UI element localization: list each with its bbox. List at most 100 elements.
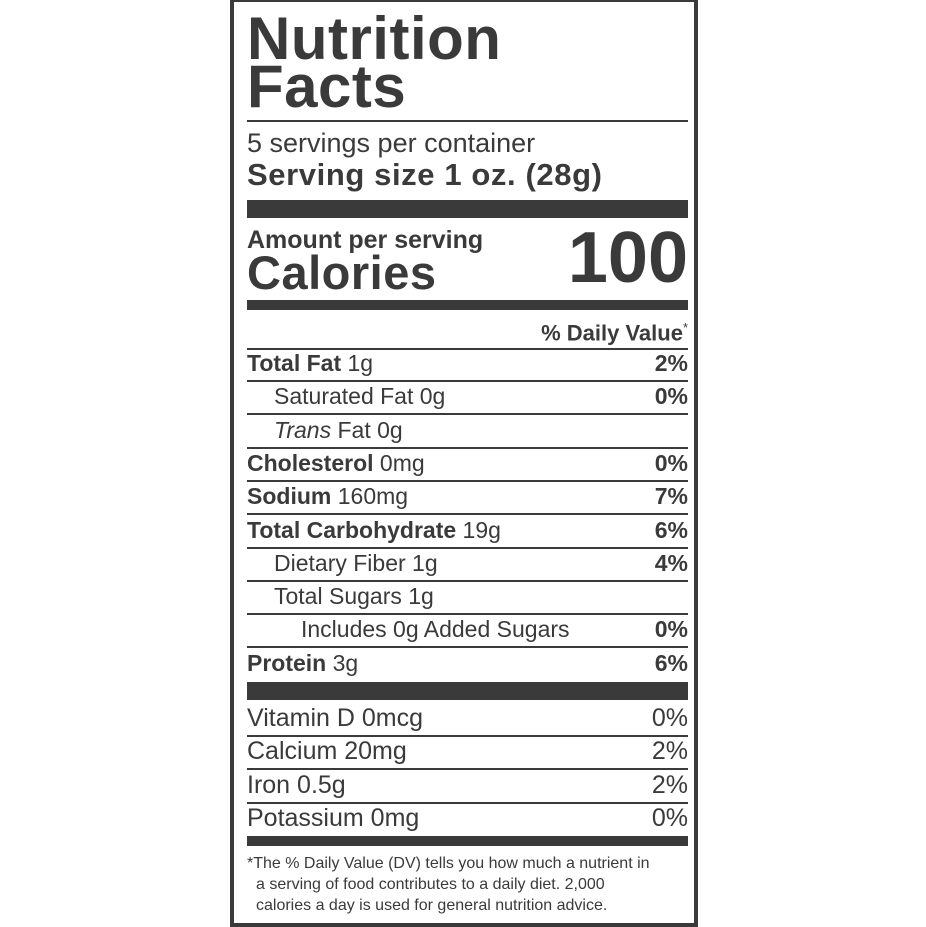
nutrient-amount: 19g	[462, 516, 501, 543]
vitamin-name: Calcium 20mg	[247, 739, 407, 768]
vitamin-name: Potassium 0mg	[247, 803, 420, 835]
nutrient-daily-value: 0%	[654, 383, 688, 410]
vitamin-daily-value: 2%	[651, 770, 688, 799]
nutrient-name: Protein 3g	[247, 649, 359, 679]
nutrition-facts-label: Nutrition Facts 5 servings per container…	[230, 0, 698, 927]
vitamin-name: Iron 0.5g	[247, 770, 346, 802]
nutrient-label: Saturated Fat	[274, 383, 414, 410]
divider	[247, 646, 688, 649]
nutrient-amount: 1g	[408, 583, 434, 610]
nutrient-label: Total Carbohydrate	[247, 516, 457, 543]
nutrient-amount: 160mg	[337, 483, 409, 510]
asterisk: *	[682, 320, 688, 335]
nutrient-name: Cholesterol 0mg	[247, 449, 425, 479]
divider	[247, 446, 688, 449]
vitamin-amount: 0.5g	[297, 770, 346, 799]
nutrient-daily-value: 6%	[654, 649, 688, 676]
serving-size: Serving size 1 oz. (28g)	[247, 157, 603, 193]
divider	[247, 479, 688, 482]
nutrient-label: Total Sugars	[274, 583, 402, 610]
nutrient-name: Saturated Fat 0g	[247, 385, 445, 412]
serving-size-label: Serving size	[247, 157, 436, 192]
nutrient-label: Sodium	[247, 483, 332, 510]
medium-divider	[247, 300, 688, 310]
daily-value-header: % Daily Value*	[541, 320, 688, 346]
medium-divider	[247, 836, 688, 846]
footnote-line: *The % Daily Value (DV) tells you how mu…	[247, 855, 650, 872]
nutrient-name: Trans Fat 0g	[247, 416, 403, 446]
divider	[247, 735, 688, 737]
nutrient-label: Cholesterol	[247, 449, 374, 476]
divider	[247, 546, 688, 549]
nutrient-row: Sodium 160mg 7%	[247, 479, 688, 512]
divider	[247, 348, 688, 350]
nutrient-row: Trans Fat 0g	[247, 413, 688, 446]
divider	[247, 413, 688, 416]
divider	[247, 513, 688, 516]
thick-divider	[247, 200, 688, 218]
vitamin-row: Potassium 0mg 0%	[247, 802, 688, 835]
nutrient-name: Total Carbohydrate 19g	[247, 516, 501, 546]
nutrient-row: Dietary Fiber 1g 4%	[247, 546, 688, 579]
title-line-1: Nutrition	[247, 5, 502, 72]
divider	[247, 768, 688, 771]
daily-value-text: % Daily Value	[541, 320, 683, 346]
calories-value: 100	[567, 218, 688, 298]
nutrient-label: Dietary Fiber	[274, 549, 406, 576]
vitamin-amount: 20mg	[344, 737, 407, 766]
nutrient-row: Total Fat 1g 2%	[247, 346, 688, 379]
nutrient-name: Total Sugars 1g	[247, 585, 434, 612]
amount-per-serving: Amount per serving	[247, 226, 484, 254]
footnote-line: a serving of food contributes to a daily…	[256, 876, 605, 893]
nutrient-row: Total Sugars 1g	[247, 579, 688, 612]
nutrient-daily-value: 6%	[654, 516, 688, 543]
nutrient-daily-value: 0%	[654, 449, 688, 476]
footnote: *The % Daily Value (DV) tells you how mu…	[247, 853, 650, 916]
nutrient-daily-value: 7%	[654, 483, 688, 510]
nutrient-row: Cholesterol 0mg 0%	[247, 446, 688, 479]
vitamin-row: Calcium 20mg 2%	[247, 735, 688, 768]
nutrient-label: Protein	[247, 649, 327, 676]
vitamin-label: Vitamin D	[247, 704, 355, 732]
nutrient-row: Protein 3g 6%	[247, 646, 688, 679]
footnote-line: calories a day is used for general nutri…	[256, 897, 608, 914]
nutrient-name: Includes 0g Added Sugars	[247, 618, 570, 645]
divider	[247, 579, 688, 582]
calories-label: Calories	[247, 246, 437, 299]
nutrient-amount: 1g	[412, 549, 438, 576]
nutrient-amount: 0g	[419, 383, 446, 410]
serving-size-value: 1 oz. (28g)	[444, 157, 603, 192]
vitamin-amount: 0mg	[370, 803, 420, 832]
nutrient-row: Saturated Fat 0g 0%	[247, 379, 688, 412]
nutrient-name: Sodium 160mg	[247, 485, 408, 512]
nutrient-label-suffix: Fat	[337, 416, 371, 443]
nutrient-amount: 3g	[332, 649, 359, 676]
vitamin-daily-value: 2%	[651, 737, 688, 766]
divider	[247, 613, 688, 616]
vitamin-amount: 0mcg	[361, 704, 424, 732]
nutrient-name: Total Fat 1g	[247, 352, 373, 379]
nutrient-amount: 0mg	[379, 449, 425, 476]
nutrient-daily-value: 2%	[654, 350, 688, 376]
vitamin-daily-value: 0%	[651, 803, 688, 832]
vitamin-label: Iron	[247, 770, 291, 799]
vitamin-row: Vitamin D 0mcg 0%	[247, 702, 688, 735]
vitamin-row: Iron 0.5g 2%	[247, 769, 688, 802]
vitamin-daily-value: 0%	[651, 704, 688, 732]
thick-divider	[247, 682, 688, 700]
vitamin-label: Calcium	[247, 737, 338, 766]
divider	[247, 120, 688, 122]
nutrient-daily-value: 4%	[654, 549, 688, 576]
divider	[247, 801, 688, 804]
nutrient-label-italic: Trans	[274, 416, 332, 443]
vitamin-label: Potassium	[247, 803, 364, 832]
nutrient-name: Dietary Fiber 1g	[247, 549, 438, 579]
nutrient-row: Total Carbohydrate 19g 6%	[247, 513, 688, 546]
vitamin-name: Vitamin D 0mcg	[247, 706, 423, 735]
title-line-2: Facts	[247, 53, 407, 120]
nutrient-label: Includes 0g Added Sugars	[301, 616, 570, 643]
divider	[247, 380, 688, 382]
servings-per-container: 5 servings per container	[247, 128, 536, 158]
nutrient-daily-value: 0%	[654, 616, 688, 643]
nutrient-row: Includes 0g Added Sugars 0%	[247, 612, 688, 645]
